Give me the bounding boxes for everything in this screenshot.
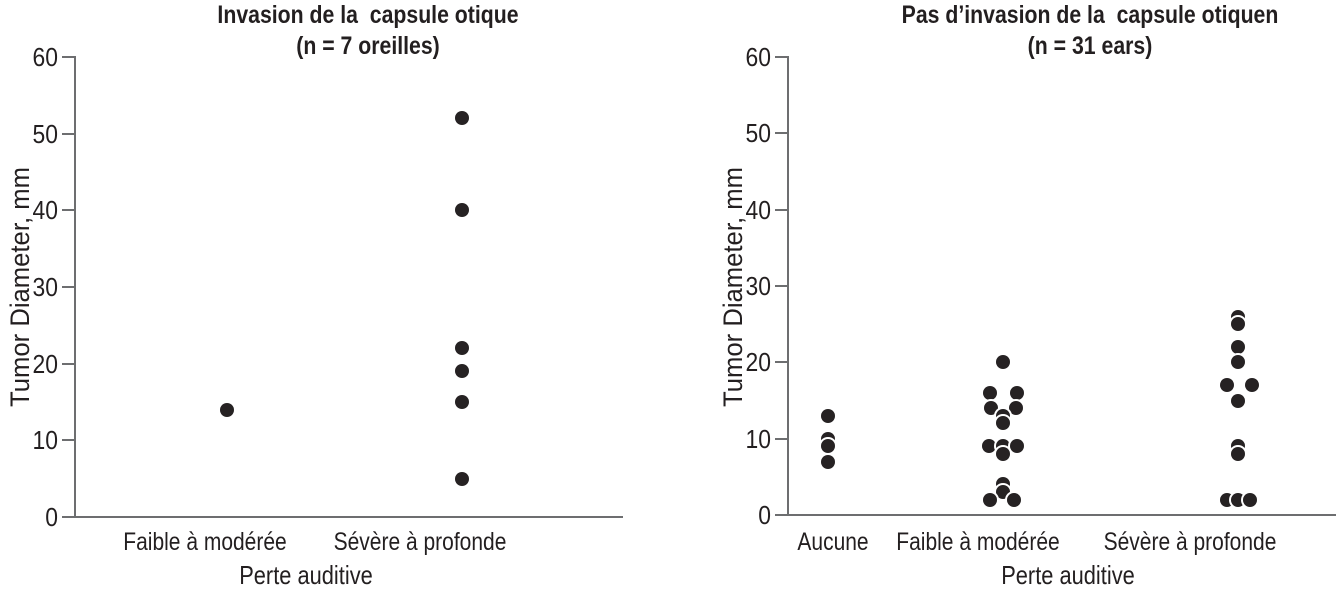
data-point <box>455 471 469 486</box>
category-label: Sévère à profonde <box>333 528 507 556</box>
y-axis-line <box>787 56 789 516</box>
y-tick-label: 0 <box>758 500 771 530</box>
y-tick-label: 20 <box>32 348 58 379</box>
data-point <box>996 446 1010 461</box>
data-point <box>455 203 469 218</box>
right-x-axis-label: Perte auditive <box>1001 560 1135 590</box>
y-tick <box>775 208 787 211</box>
data-point <box>1231 492 1245 507</box>
y-tick <box>775 285 787 287</box>
y-tick <box>62 56 74 58</box>
data-point <box>1245 378 1259 393</box>
y-tick-label: 50 <box>32 118 58 149</box>
y-tick-label: 60 <box>745 42 771 72</box>
x-axis-line <box>74 516 623 518</box>
data-point <box>220 402 234 417</box>
y-axis-line <box>74 56 76 518</box>
data-point <box>821 439 835 454</box>
y-tick <box>62 439 74 442</box>
y-tick-label: 60 <box>32 42 58 72</box>
data-point <box>982 439 996 454</box>
data-point <box>821 454 835 469</box>
data-point <box>821 408 835 423</box>
y-tick <box>62 516 74 518</box>
data-point <box>1231 393 1245 408</box>
data-point <box>996 416 1010 431</box>
data-point <box>455 341 469 356</box>
y-tick <box>62 362 74 365</box>
y-tick <box>62 132 74 135</box>
y-tick <box>775 437 787 440</box>
y-tick-label: 30 <box>32 272 58 302</box>
category-label: Sévère à profonde <box>1103 528 1277 556</box>
y-tick-label: 30 <box>745 271 771 301</box>
data-point <box>455 364 469 379</box>
y-tick <box>775 132 787 135</box>
data-point <box>983 385 997 400</box>
y-tick-label: 10 <box>32 425 58 456</box>
y-tick-label: 20 <box>745 347 771 378</box>
data-point <box>1231 355 1245 370</box>
data-point <box>1243 492 1257 507</box>
data-point <box>1010 385 1024 400</box>
data-point <box>996 485 1010 500</box>
data-point <box>1220 492 1234 507</box>
data-point <box>1010 439 1024 454</box>
data-point <box>1009 401 1023 416</box>
category-label: Faible à modérée <box>896 528 1060 556</box>
data-point <box>455 395 469 409</box>
data-point <box>1220 378 1234 393</box>
right-panel-subtitle: (n = 31 ears) <box>1027 32 1153 60</box>
left-panel-title: Invasion de la capsule otique <box>217 1 519 29</box>
data-point <box>1231 317 1245 332</box>
y-tick-label: 40 <box>32 195 58 226</box>
data-point <box>455 111 469 126</box>
y-tick <box>62 286 74 288</box>
y-tick-label: 50 <box>745 118 771 149</box>
data-point <box>1231 340 1245 355</box>
y-tick-label: 0 <box>45 502 58 532</box>
y-tick <box>775 361 787 364</box>
data-point <box>1007 492 1021 507</box>
category-label: Faible à modérée <box>123 528 287 556</box>
category-label: Aucune <box>797 528 869 556</box>
data-point <box>1231 446 1245 461</box>
left-panel-subtitle: (n = 7 oreilles) <box>296 32 440 60</box>
x-axis-line <box>787 514 1336 516</box>
data-point <box>983 492 997 507</box>
data-point <box>984 401 998 416</box>
y-tick-label: 40 <box>745 194 771 225</box>
y-tick-label: 10 <box>745 423 771 454</box>
y-tick <box>62 209 74 212</box>
left-x-axis-label: Perte auditive <box>239 560 373 590</box>
y-tick <box>775 514 787 516</box>
data-point <box>996 355 1010 370</box>
right-panel-title: Pas d’invasion de la capsule otiquen <box>901 1 1279 29</box>
y-tick <box>775 56 787 58</box>
